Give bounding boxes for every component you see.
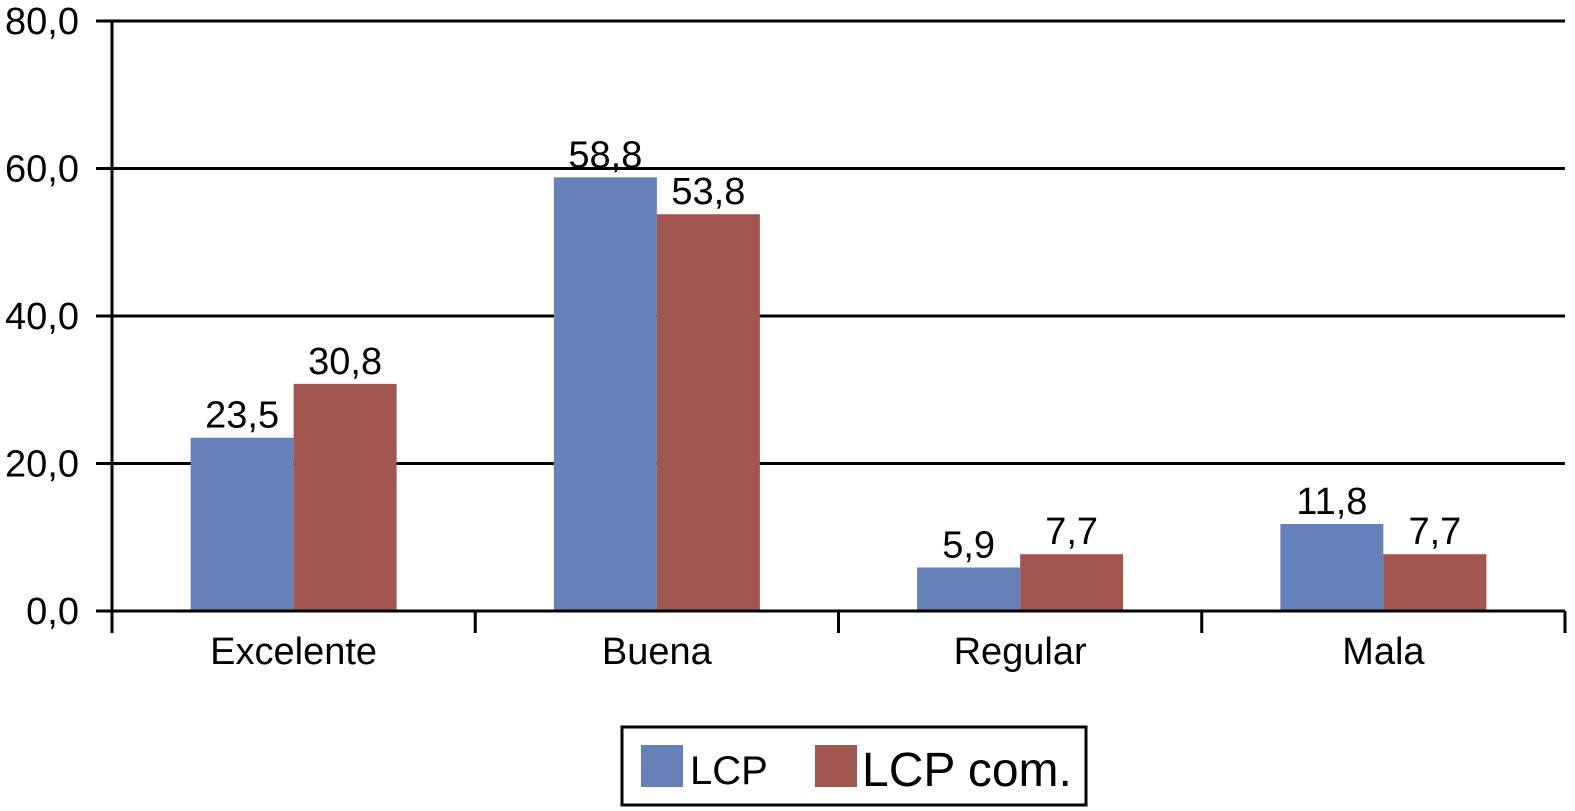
bars [190, 177, 1487, 611]
legend-swatch-lcp [641, 745, 683, 787]
data-label-lcp-com-buena: 53,8 [671, 171, 745, 213]
data-label-lcp-mala: 11,8 [1296, 481, 1367, 523]
bar-lcp-buena [553, 177, 657, 611]
data-label-lcp-com-regular: 7,7 [1045, 511, 1098, 553]
bar-lcp-com-excelente [293, 383, 397, 611]
axes [110, 21, 1567, 633]
legend-label-lcp-com: LCP com. [862, 744, 1072, 797]
x-tick-label-buena: Buena [602, 631, 713, 673]
bar-lcp-com-mala [1383, 554, 1487, 611]
bar-lcp-mala [1280, 523, 1384, 611]
bar-lcp-com-regular [1020, 554, 1124, 611]
x-tick-label-excelente: Excelente [210, 631, 377, 673]
bar-lcp-regular [917, 567, 1021, 611]
legend: LCP LCP com. [620, 725, 1088, 807]
data-label-lcp-buena: 58,8 [568, 134, 642, 176]
bar-lcp-excelente [190, 437, 294, 611]
y-tick-label: 80,0 [5, 1, 79, 43]
y-tick-label: 20,0 [5, 444, 79, 486]
x-tick-labels: Excelente Buena Regular Mala [210, 631, 1425, 673]
data-label-lcp-com-mala: 7,7 [1408, 511, 1461, 553]
y-tick-label: 0,0 [26, 591, 79, 633]
y-tick-label: 60,0 [5, 149, 79, 191]
data-labels: 23,5 30,8 58,8 53,8 5,9 7,7 11,8 7,7 [205, 134, 1461, 566]
y-tick-label: 40,0 [5, 296, 79, 338]
data-label-lcp-com-excelente: 30,8 [308, 341, 382, 383]
bar-lcp-com-buena [656, 214, 760, 611]
y-tick-labels: 0,0 20,0 40,0 60,0 80,0 [5, 1, 79, 633]
data-label-lcp-excelente: 23,5 [205, 395, 279, 437]
legend-swatch-lcp-com [815, 745, 857, 787]
legend-label-lcp: LCP [690, 749, 768, 793]
x-tick-label-regular: Regular [954, 631, 1087, 673]
x-tick-label-mala: Mala [1342, 631, 1425, 673]
data-label-lcp-regular: 5,9 [942, 524, 995, 566]
